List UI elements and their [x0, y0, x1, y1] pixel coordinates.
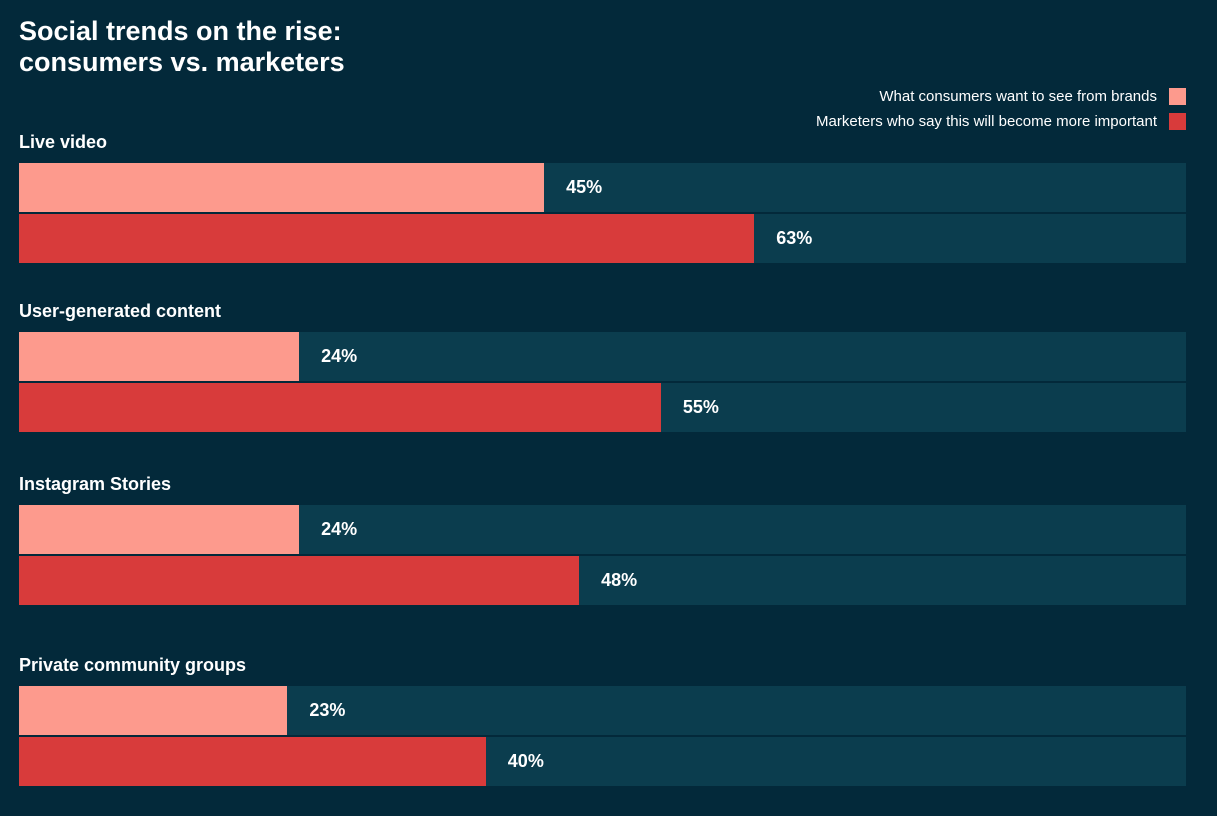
consumer-bar — [19, 163, 545, 212]
trend-section: User-generated content 24% 55% — [19, 301, 1186, 432]
marketer-bar-track: 40% — [19, 737, 1186, 786]
marketer-bar-track: 55% — [19, 383, 1186, 432]
marketer-bar — [19, 737, 486, 786]
legend-item-consumers: What consumers want to see from brands — [879, 88, 1186, 105]
marketer-bar — [19, 556, 580, 605]
page-title-line2: consumers vs. marketers — [19, 47, 345, 77]
consumer-bar-track: 45% — [19, 163, 1186, 212]
consumer-bar — [19, 332, 300, 381]
legend: What consumers want to see from brands M… — [19, 88, 1186, 130]
consumer-bar-track: 23% — [19, 686, 1186, 735]
legend-label-marketers: Marketers who say this will become more … — [816, 113, 1157, 130]
consumer-bar-track: 24% — [19, 505, 1186, 554]
marketer-bar-track: 48% — [19, 556, 1186, 605]
trend-category-label: Instagram Stories — [19, 474, 172, 494]
marketer-value-label: 40% — [507, 751, 544, 771]
consumer-bar-track: 24% — [19, 332, 1186, 381]
consumer-value-label: 45% — [566, 177, 603, 197]
marketer-legend-swatch — [1169, 113, 1186, 130]
trend-section: Instagram Stories 24% 48% — [19, 474, 1186, 605]
trend-section: Live video 45% 63% — [19, 132, 1186, 263]
marketer-value-label: 55% — [682, 397, 719, 417]
legend-label-consumers: What consumers want to see from brands — [879, 88, 1157, 105]
consumer-value-label: 24% — [321, 519, 358, 539]
marketer-value-label: 48% — [601, 570, 638, 590]
trend-category-label: Live video — [19, 132, 108, 152]
infographic: Social trends on the rise: consumers vs.… — [19, 16, 1186, 786]
trend-section: Private community groups 23% 40% — [19, 655, 1186, 786]
consumer-legend-swatch — [1169, 88, 1186, 105]
consumer-bar — [19, 505, 300, 554]
trend-category-label: User-generated content — [19, 301, 222, 321]
consumer-value-label: 24% — [321, 346, 358, 366]
page-title-line1: Social trends on the rise: — [19, 16, 342, 46]
marketer-bar-track: 63% — [19, 214, 1186, 263]
consumer-bar — [19, 686, 288, 735]
trend-category-label: Private community groups — [19, 655, 247, 675]
marketer-bar — [19, 214, 755, 263]
marketer-bar — [19, 383, 661, 432]
marketer-value-label: 63% — [776, 228, 813, 248]
legend-item-marketers: Marketers who say this will become more … — [816, 113, 1186, 130]
page-title: Social trends on the rise: consumers vs.… — [19, 16, 1186, 78]
consumer-value-label: 23% — [309, 700, 346, 720]
bar-chart: Live video 45% 63% User-generated conten… — [19, 132, 1186, 786]
